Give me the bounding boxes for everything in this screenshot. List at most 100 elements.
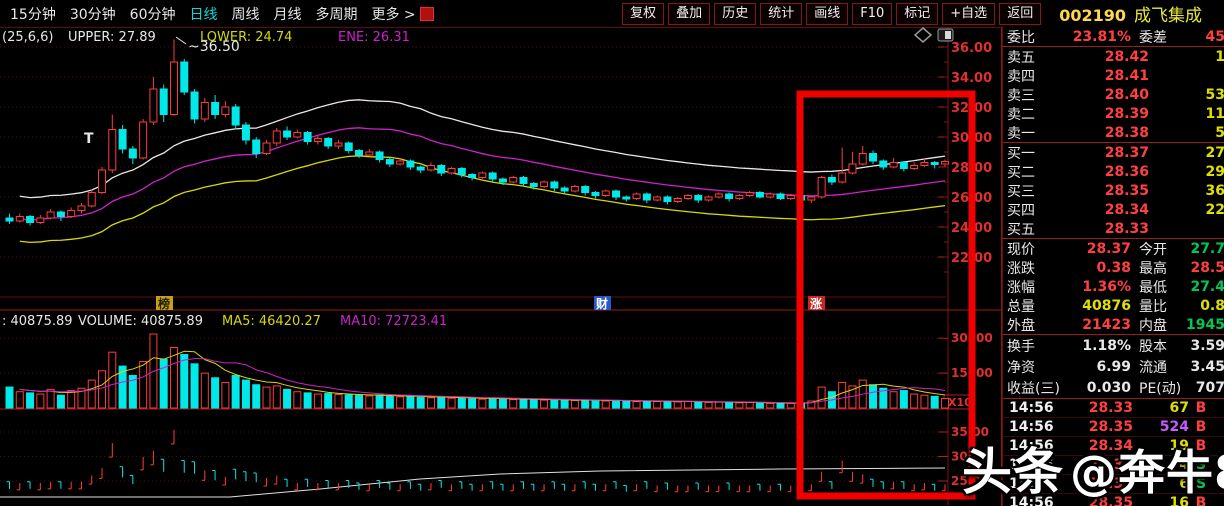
ask-label: 卖三	[1007, 87, 1035, 104]
period-tab-1[interactable]: 15分钟	[10, 6, 56, 23]
stat-row-1: 现价 28.37 今开 27.7	[1003, 239, 1224, 258]
bid-row-1[interactable]: 买一 28.37 27	[1003, 143, 1224, 162]
volume-bar	[87, 379, 96, 409]
tape-qty: 16	[1169, 495, 1189, 506]
candlestick-chart[interactable]: 36.0034.0032.0030.0028.0026.0024.0022.00…	[0, 27, 1001, 506]
tape-time: 14:56	[1009, 495, 1054, 506]
period-tab-3[interactable]: 60分钟	[129, 6, 176, 23]
indicator-params: (25,6,6)	[2, 30, 54, 45]
candle-body	[766, 193, 775, 198]
volume-bar	[98, 370, 107, 409]
stat-label: 委差	[1139, 29, 1167, 46]
toolbar-red-icon[interactable]	[419, 6, 434, 21]
candle-body	[324, 138, 333, 147]
stat-value: 23.81%	[1072, 28, 1131, 45]
period-tab-2[interactable]: 30分钟	[69, 6, 116, 23]
ask-price: 28.41	[1104, 67, 1149, 84]
toolbar-button-2[interactable]: 叠加	[668, 2, 711, 25]
toolbar-button-9[interactable]: 返回	[999, 2, 1042, 25]
bid-qty: 27	[1205, 144, 1224, 161]
candle-body	[591, 192, 600, 196]
ene-upper-line	[19, 99, 946, 199]
candle-body	[241, 124, 250, 141]
stock-title: 002190 成飞集成	[1045, 1, 1224, 26]
toolbar-button-6[interactable]: F10	[852, 2, 893, 25]
candle-body	[714, 193, 723, 198]
tape-flag: B	[1195, 438, 1207, 454]
period-tab-5[interactable]: 周线	[231, 6, 260, 23]
candle-body	[735, 195, 744, 199]
stat-label: 委比	[1007, 29, 1035, 46]
volume-bar	[673, 401, 682, 409]
chart-area[interactable]: 36.00 34.00 32.00 30.00 28.00 26.00 24.00 22.00…	[0, 27, 1002, 506]
tape-row-4[interactable]: 14:56 28.34 4 S	[1003, 456, 1224, 475]
volume-bar	[241, 379, 250, 409]
period-tab-8[interactable]: 更多 >	[371, 6, 416, 23]
volume-bar	[704, 401, 713, 409]
bid-row-4[interactable]: 买四 28.34 22	[1003, 200, 1224, 219]
ene-lower-line	[19, 155, 946, 244]
volume-bar	[375, 394, 384, 409]
bid-label: 买一	[1007, 145, 1035, 162]
candle-body	[67, 210, 76, 217]
candle-body	[200, 102, 209, 120]
candle-body	[98, 169, 107, 193]
tape-row-5[interactable]: 14:56 28.33 6 S	[1003, 475, 1224, 494]
tape-time: 14:56	[1009, 476, 1054, 492]
candle-body	[139, 121, 148, 159]
peak-arrow	[175, 36, 187, 45]
annotation-rectangle	[796, 90, 976, 500]
bid-price: 28.33	[1104, 220, 1149, 237]
candle-body	[869, 153, 878, 162]
volume-bar	[180, 354, 189, 409]
toolbar-button-7[interactable]: 标记	[896, 2, 939, 25]
period-tab-7[interactable]: 多周期	[315, 6, 358, 23]
volume-bar	[283, 388, 292, 409]
candle-body	[848, 163, 857, 174]
diamond-icon[interactable]	[913, 27, 933, 43]
toolbar-button-5[interactable]: 画线	[806, 2, 849, 25]
period-tab-4[interactable]: 日线	[189, 6, 218, 23]
toolbar-button-3[interactable]: 历史	[714, 2, 757, 25]
tape-time: 14:56	[1009, 438, 1054, 454]
stat-row-3: 涨幅 1.36% 最低 27.4	[1003, 277, 1224, 296]
volume-scale-label: X10	[948, 396, 972, 409]
tape-row-1[interactable]: 14:56 28.33 67 B	[1003, 399, 1224, 418]
candle-body	[694, 195, 703, 201]
volume-bar	[766, 402, 775, 409]
volume-bar	[745, 401, 754, 409]
candle-body	[838, 172, 847, 183]
bid-row-2[interactable]: 买二 28.36 29	[1003, 162, 1224, 181]
volume-bar	[128, 374, 137, 409]
tape-row-6[interactable]: 14:56 28.35 16 B	[1003, 494, 1224, 506]
candle-body	[303, 132, 312, 142]
candle-body	[468, 174, 477, 178]
volume-bar	[776, 402, 785, 409]
toolbar-button-1[interactable]: 复权	[622, 2, 665, 25]
volume-bar	[118, 365, 127, 409]
candle-body	[365, 151, 374, 156]
ask-row-3[interactable]: 卖三 28.40 53	[1003, 85, 1224, 104]
tape-qty: 67	[1169, 400, 1189, 416]
tape-row-2[interactable]: 14:56 28.35 524 B	[1003, 418, 1224, 437]
period-tab-6[interactable]: 月线	[273, 6, 302, 23]
ask-row-2[interactable]: 卖二 28.39 11	[1003, 104, 1224, 123]
ask-row-4[interactable]: 卖四 28.41	[1003, 66, 1224, 85]
volume-bar	[910, 393, 919, 409]
event-marker-box	[594, 296, 611, 310]
bid-row-5[interactable]: 买五 28.33	[1003, 219, 1224, 238]
candle-body	[745, 192, 754, 196]
candle-body	[437, 165, 446, 174]
volume-bar	[879, 387, 888, 409]
ask-row-1[interactable]: 卖一 28.38 5	[1003, 123, 1224, 142]
volume-bar	[77, 387, 86, 409]
ask-row-5[interactable]: 卖五 28.42 1	[1003, 47, 1224, 66]
ask-price: 28.38	[1104, 124, 1149, 141]
candle-body	[334, 142, 343, 147]
toolbar-button-8[interactable]: +自选	[942, 2, 996, 25]
toolbar-button-4[interactable]: 统计	[760, 2, 803, 25]
bid-label: 买二	[1007, 164, 1035, 181]
tape-row-3[interactable]: 14:56 28.34 19 B	[1003, 437, 1224, 456]
bid-row-3[interactable]: 买三 28.35 36	[1003, 181, 1224, 200]
ask-price: 28.39	[1104, 105, 1149, 122]
